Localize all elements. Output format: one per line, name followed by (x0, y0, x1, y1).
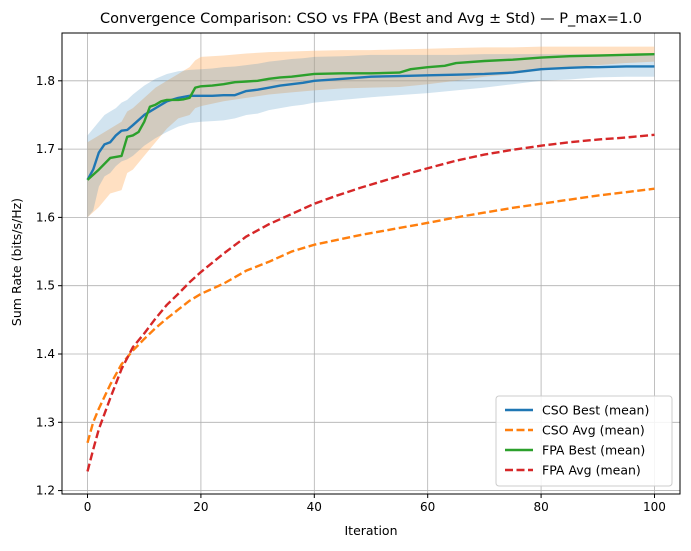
legend-box (495, 395, 673, 487)
legend-label-2: FPA Best (mean) (542, 443, 645, 458)
y-tick-label-6: 1.8 (36, 74, 55, 88)
y-axis-label: Sum Rate (bits/s/Hz) (9, 198, 24, 326)
y-tick-label-0: 1.2 (36, 484, 55, 498)
x-tick-label-5: 100 (643, 500, 666, 514)
y-tick-label-1: 1.3 (36, 415, 55, 429)
y-tick-label-3: 1.5 (36, 279, 55, 293)
legend-label-1: CSO Avg (mean) (542, 423, 645, 438)
series-line-2 (86, 52, 655, 181)
legend: CSO Best (mean) CSO Avg (mean) FPA Best (m… (495, 395, 673, 487)
legend-label-3: FPA Avg (mean) (542, 463, 641, 478)
x-tick-label-3: 60 (420, 500, 435, 514)
chart-title: Convergence Comparison: CSO vs FPA (Best… (100, 11, 642, 27)
series-lines (86, 52, 655, 472)
series-line-0 (86, 65, 655, 181)
plot-frame (61, 32, 681, 495)
y-tick-label-4: 1.6 (36, 210, 55, 224)
x-axis-label: Iteration (344, 523, 397, 538)
y-tick-label-2: 1.4 (36, 347, 55, 361)
axes: 0 20 40 60 80 100 1.2 1.3 1.4 1.5 1.6 1.7 1.8 (36, 32, 681, 514)
y-tick-label-5: 1.7 (36, 142, 55, 156)
grid (62, 33, 680, 494)
x-tick-label-0: 0 (84, 500, 92, 514)
x-tick-label-1: 20 (193, 500, 208, 514)
series-line-3 (86, 133, 655, 472)
series-line-1 (86, 187, 655, 444)
x-tick-label-2: 40 (307, 500, 322, 514)
std-band-0 (87, 46, 655, 218)
legend-label-0: CSO Best (mean) (542, 403, 649, 418)
x-tick-label-4: 80 (533, 500, 548, 514)
